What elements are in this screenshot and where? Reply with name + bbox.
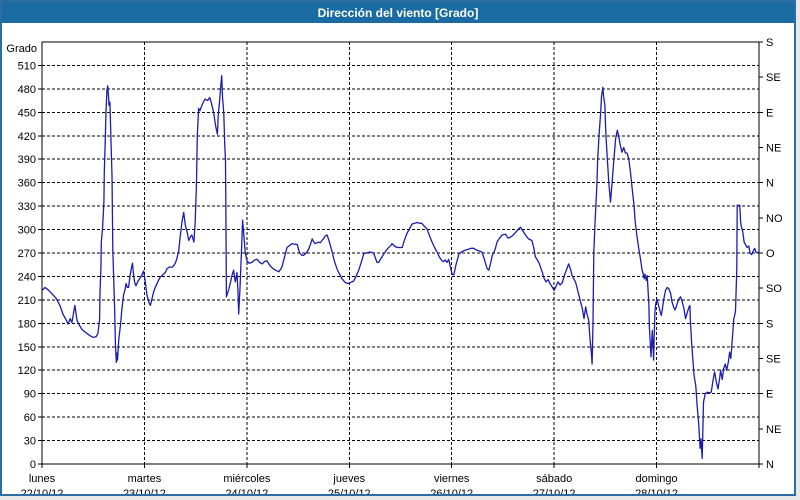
x-date-label: 22/10/12 bbox=[21, 488, 64, 494]
y-left-tick-label: 150 bbox=[18, 342, 36, 354]
y-right-tick-label: S bbox=[766, 37, 773, 49]
y-left-tick-label: 0 bbox=[30, 459, 36, 471]
x-date-label: 23/10/12 bbox=[123, 488, 166, 494]
x-date-label: 27/10/12 bbox=[533, 488, 576, 494]
y-right-tick-label: S bbox=[766, 318, 773, 330]
y-left-tick-label: 360 bbox=[18, 178, 36, 190]
x-day-label: lunes bbox=[29, 473, 56, 485]
y-right-tick-label: SE bbox=[766, 354, 781, 366]
y-left-tick-label: 210 bbox=[18, 295, 36, 307]
y-left-tick-label: 90 bbox=[24, 389, 36, 401]
y-axis-label: Grado bbox=[6, 43, 37, 55]
x-day-label: sábado bbox=[536, 473, 572, 485]
wind-direction-chart: 0 30 60 90 120 150 180 210 240 270 300 330 360 390 420… bbox=[2, 23, 794, 494]
x-day-label: miércoles bbox=[223, 473, 271, 485]
x-date-label: 26/10/12 bbox=[430, 488, 473, 494]
y-left-tick-label: 390 bbox=[18, 154, 36, 166]
y-left-tick-label: 300 bbox=[18, 225, 36, 237]
title-bar: Dirección del viento [Grado] bbox=[2, 2, 794, 23]
y-left-tick-label: 510 bbox=[18, 60, 36, 72]
y-right-tick-label: SO bbox=[766, 283, 782, 295]
y-left-tick-label: 120 bbox=[18, 365, 36, 377]
chart-title: Dirección del viento [Grado] bbox=[317, 5, 479, 20]
x-date-label: 25/10/12 bbox=[328, 488, 371, 494]
x-date-label: 28/10/12 bbox=[635, 488, 678, 494]
chart-background bbox=[2, 23, 794, 494]
y-right-tick-label: NO bbox=[766, 213, 783, 225]
y-left-tick-label: 240 bbox=[18, 271, 36, 283]
y-right-tick-label: NE bbox=[766, 143, 781, 155]
y-right-tick-label: E bbox=[766, 389, 773, 401]
y-left-tick-label: 330 bbox=[18, 201, 36, 213]
y-left-tick-label: 30 bbox=[24, 436, 36, 448]
y-right-tick-label: O bbox=[766, 248, 775, 260]
y-left-tick-label: 480 bbox=[18, 84, 36, 96]
x-day-label: jueves bbox=[332, 473, 365, 485]
y-right-tick-label: E bbox=[766, 107, 773, 119]
y-right-tick-label: SE bbox=[766, 72, 781, 84]
x-day-label: domingo bbox=[635, 473, 677, 485]
x-day-label: martes bbox=[128, 473, 162, 485]
x-date-label: 24/10/12 bbox=[225, 488, 268, 494]
wind-direction-line bbox=[41, 74, 760, 460]
x-day-label: viernes bbox=[434, 473, 470, 485]
y-right-tick-label: N bbox=[766, 459, 774, 471]
y-left-tick-label: 450 bbox=[18, 107, 36, 119]
y-right-tick-label: N bbox=[766, 178, 774, 190]
y-left-tick-label: 180 bbox=[18, 318, 36, 330]
y-left-tick-label: 270 bbox=[18, 248, 36, 260]
y-left-tick-label: 60 bbox=[24, 412, 36, 424]
y-left-tick-label: 420 bbox=[18, 131, 36, 143]
y-right-tick-label: NE bbox=[766, 424, 781, 436]
